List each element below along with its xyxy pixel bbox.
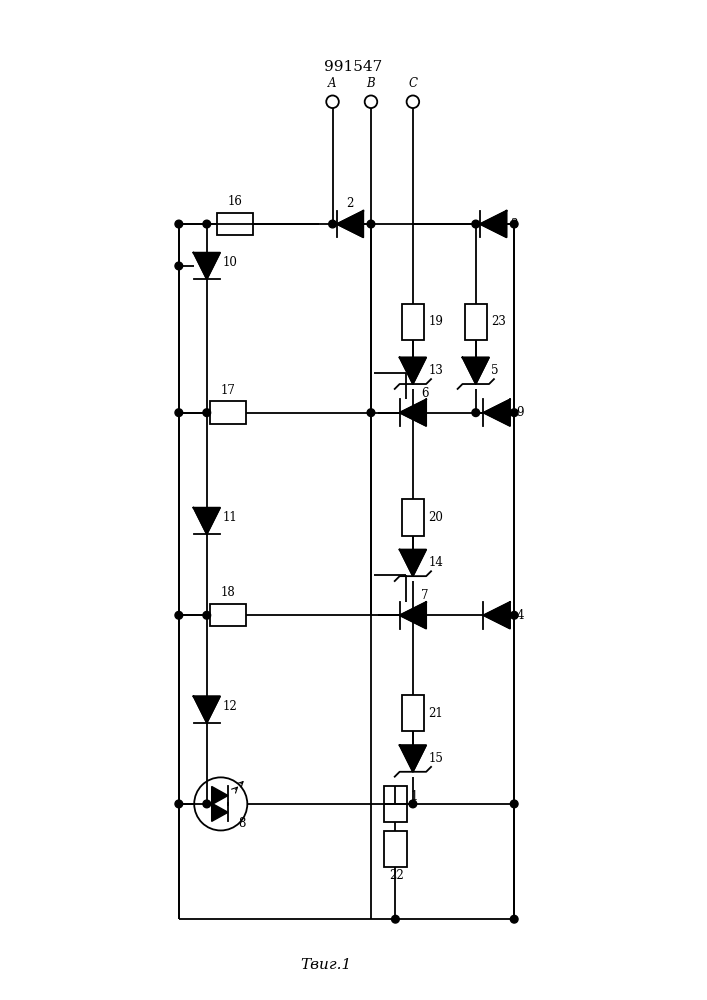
Bar	[402, 304, 424, 340]
Text: 5: 5	[491, 364, 498, 377]
Circle shape	[175, 262, 182, 270]
Circle shape	[175, 409, 182, 417]
Text: 18: 18	[221, 586, 235, 599]
Circle shape	[472, 220, 479, 228]
Bar	[402, 499, 424, 536]
Polygon shape	[399, 602, 426, 629]
Polygon shape	[484, 399, 510, 426]
Text: Τвиг.1: Τвиг.1	[300, 958, 351, 972]
Circle shape	[392, 915, 399, 923]
Circle shape	[203, 800, 211, 808]
Text: 22: 22	[390, 869, 404, 882]
Circle shape	[510, 915, 518, 923]
Bar	[384, 786, 407, 822]
Text: 17: 17	[221, 384, 235, 397]
Bar	[384, 831, 407, 867]
Circle shape	[175, 611, 182, 619]
Text: 15: 15	[428, 752, 443, 765]
Text: 8: 8	[238, 817, 245, 830]
Polygon shape	[399, 745, 426, 772]
Circle shape	[175, 800, 182, 808]
Text: 19: 19	[428, 315, 443, 328]
Bar	[209, 604, 246, 626]
Bar	[209, 401, 246, 424]
Text: 21: 21	[428, 707, 443, 720]
Circle shape	[203, 220, 211, 228]
Circle shape	[510, 611, 518, 619]
Polygon shape	[399, 357, 426, 384]
Polygon shape	[211, 786, 228, 805]
Text: 6: 6	[421, 387, 428, 400]
Text: 2: 2	[346, 197, 354, 210]
Text: A: A	[328, 77, 337, 90]
Text: 991547: 991547	[325, 60, 382, 74]
Circle shape	[203, 409, 211, 417]
Text: 4: 4	[516, 609, 524, 622]
Circle shape	[510, 409, 518, 417]
Polygon shape	[484, 602, 510, 629]
Polygon shape	[194, 253, 220, 279]
Text: 23: 23	[491, 315, 506, 328]
Text: 9: 9	[516, 406, 524, 419]
Text: C: C	[409, 77, 417, 90]
Text: 7: 7	[421, 589, 428, 602]
Polygon shape	[462, 357, 489, 384]
Circle shape	[472, 409, 479, 417]
Text: B: B	[367, 77, 375, 90]
Circle shape	[367, 409, 375, 417]
Circle shape	[510, 220, 518, 228]
Circle shape	[203, 611, 211, 619]
Circle shape	[409, 611, 416, 619]
Bar	[464, 304, 487, 340]
Polygon shape	[194, 696, 220, 723]
Text: 14: 14	[428, 556, 443, 569]
Circle shape	[409, 800, 416, 808]
Polygon shape	[211, 803, 228, 821]
Polygon shape	[399, 399, 426, 426]
Polygon shape	[399, 550, 426, 576]
Bar	[402, 695, 424, 731]
Text: 12: 12	[222, 700, 237, 713]
Circle shape	[329, 220, 337, 228]
Bar	[216, 213, 253, 235]
Text: 10: 10	[222, 256, 237, 269]
Polygon shape	[194, 508, 220, 534]
Text: 3: 3	[510, 218, 518, 231]
Text: 16: 16	[227, 195, 243, 208]
Circle shape	[367, 220, 375, 228]
Text: 11: 11	[222, 511, 237, 524]
Circle shape	[510, 800, 518, 808]
Text: 20: 20	[428, 511, 443, 524]
Text: 13: 13	[428, 364, 443, 377]
Polygon shape	[480, 211, 506, 237]
Text: 1: 1	[411, 790, 418, 803]
Polygon shape	[337, 211, 363, 237]
Circle shape	[175, 220, 182, 228]
